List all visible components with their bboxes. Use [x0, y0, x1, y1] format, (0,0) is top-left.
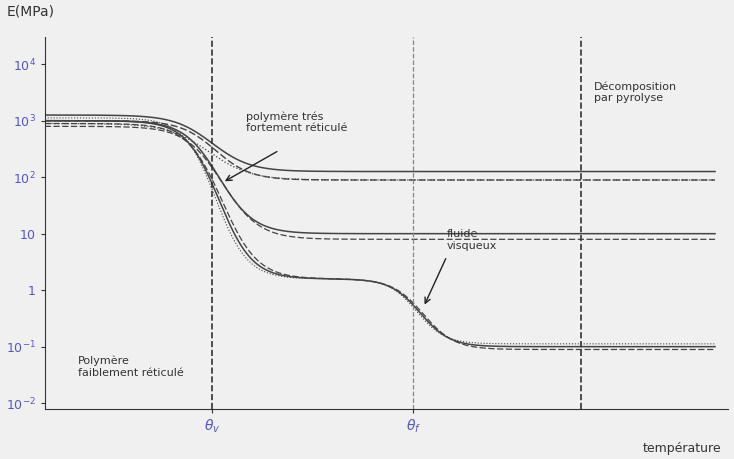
Text: Polymère
faiblement réticulé: Polymère faiblement réticulé	[79, 355, 184, 377]
Text: température: température	[643, 442, 722, 455]
Text: Décomposition
par pyrolyse: Décomposition par pyrolyse	[595, 81, 677, 103]
Text: fluide
visqueux: fluide visqueux	[447, 229, 497, 251]
Text: E(MPa): E(MPa)	[7, 5, 55, 19]
Text: polymère trés
fortement réticulé: polymère trés fortement réticulé	[246, 111, 347, 133]
